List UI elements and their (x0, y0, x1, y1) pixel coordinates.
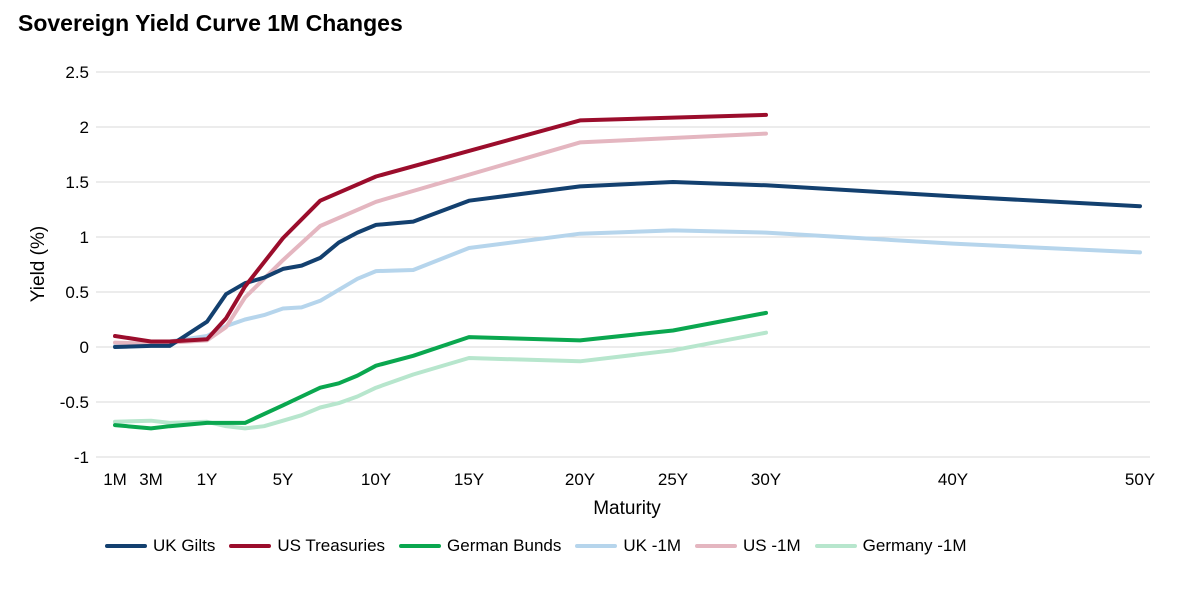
legend-label: Germany -1M (862, 536, 967, 555)
y-tick-label: 1.5 (65, 173, 89, 192)
legend-item: German Bunds (399, 536, 561, 556)
legend-label: US -1M (743, 536, 801, 555)
x-tick-label: 5Y (273, 470, 294, 489)
x-tick-label: 30Y (751, 470, 781, 489)
x-tick-label: 1Y (197, 470, 218, 489)
y-tick-label: -1 (74, 448, 89, 467)
x-tick-label: 40Y (938, 470, 968, 489)
chart-legend: UK Gilts US Treasuries German Bunds UK -1M U… (105, 536, 981, 556)
legend-swatch (229, 544, 272, 548)
legend-item: US -1M (695, 536, 801, 556)
y-tick-label: 2 (80, 118, 89, 137)
chart-title: Sovereign Yield Curve 1M Changes (18, 10, 403, 36)
series-line-us-treasuries (113, 112, 768, 344)
series-line-uk-1m (113, 228, 1142, 348)
y-tick-label: 1 (80, 228, 89, 247)
legend-swatch (105, 544, 147, 548)
legend-label: German Bunds (447, 536, 562, 555)
legend-item: UK -1M (575, 536, 681, 556)
series-line-uk-gilts (113, 180, 1142, 349)
x-tick-label: 1M (103, 470, 127, 489)
y-tick-label: -0.5 (60, 393, 89, 412)
legend-label: US Treasuries (277, 536, 386, 555)
legend-label: UK Gilts (153, 536, 216, 555)
legend-item: UK Gilts (105, 536, 215, 556)
x-tick-label: 3M (139, 470, 163, 489)
y-tick-label: 0 (80, 338, 89, 357)
legend-swatch (814, 544, 857, 548)
y-axis-ticks: -1 -0.5 0 0.5 1 1.5 2 2.5 (60, 63, 89, 467)
legend-swatch (695, 544, 738, 548)
series-line-german-bunds (113, 310, 768, 431)
x-axis-label: Maturity (593, 498, 661, 519)
legend-swatch (575, 544, 618, 548)
x-tick-label: 50Y (1125, 470, 1155, 489)
legend-item: US Treasuries (229, 536, 385, 556)
x-tick-label: 20Y (565, 470, 595, 489)
y-tick-label: 2.5 (65, 63, 89, 82)
x-tick-label: 15Y (454, 470, 484, 489)
legend-item: Germany -1M (814, 536, 967, 556)
gridlines (96, 71, 1150, 458)
y-axis-label: Yield (%) (28, 226, 49, 302)
series-lines (113, 112, 1142, 431)
x-tick-label: 25Y (658, 470, 688, 489)
legend-label: UK -1M (623, 536, 682, 555)
y-tick-label: 0.5 (65, 283, 89, 302)
legend-swatch (399, 544, 442, 548)
x-tick-label: 10Y (361, 470, 391, 489)
x-axis-ticks: 1M 3M 1Y 5Y 10Y 15Y 20Y 25Y 30Y 40Y 50Y (103, 470, 1155, 489)
